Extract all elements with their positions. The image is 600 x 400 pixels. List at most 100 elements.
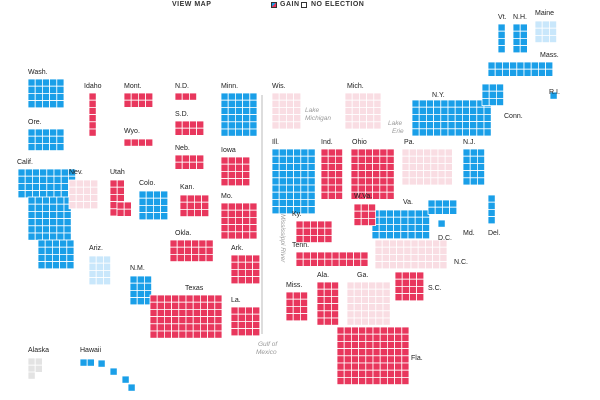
co-cell — [145, 212, 154, 221]
fl-cell — [401, 369, 410, 378]
state-label-ny: N.Y. — [432, 92, 445, 99]
state-label-va: Va. — [403, 199, 413, 206]
il-cell — [300, 177, 309, 186]
sc-cell — [416, 278, 425, 287]
no-election-legend-swatch[interactable] — [301, 2, 307, 8]
or-cell — [56, 128, 65, 137]
mo-cell — [220, 231, 229, 240]
mi-cell — [373, 121, 382, 130]
or-cell — [27, 128, 36, 137]
oh-cell — [386, 155, 395, 164]
ky-cell — [309, 227, 318, 236]
ct-cell — [481, 90, 490, 99]
fl-cell — [386, 362, 395, 371]
ia-cell — [242, 163, 251, 172]
ny-cell — [425, 106, 434, 115]
hi-cell — [86, 358, 95, 367]
nm-cell — [129, 275, 138, 284]
il-cell — [271, 198, 280, 207]
al-cell — [330, 295, 339, 304]
ma-cell — [530, 61, 539, 70]
va-cell — [378, 216, 387, 225]
ia-cell — [242, 178, 251, 187]
va-cell — [385, 209, 394, 218]
tx-cell — [156, 294, 165, 303]
wi-cell — [271, 92, 280, 101]
nv-cell — [75, 193, 84, 202]
ga-cell — [368, 303, 377, 312]
ct-cell — [488, 83, 497, 92]
il-cell — [278, 170, 287, 179]
la-cell — [244, 306, 253, 315]
ca-cell — [52, 246, 61, 255]
mn-cell — [227, 107, 236, 116]
in-cell — [334, 191, 343, 200]
sd-cell — [174, 127, 183, 136]
tx-cell — [149, 294, 158, 303]
ma-cell — [501, 61, 510, 70]
state-label-wa: Wash. — [28, 69, 48, 76]
tn-cell — [324, 258, 333, 267]
va-cell — [414, 209, 423, 218]
ct-cell — [481, 83, 490, 92]
ne-cell — [196, 161, 205, 170]
mo-cell — [242, 231, 251, 240]
il-cell — [307, 162, 316, 171]
fl-cell — [350, 333, 359, 342]
co-cell — [138, 212, 147, 221]
va-cell — [407, 231, 416, 240]
state-label-nd: N.D. — [175, 83, 189, 90]
wa-cell — [27, 93, 36, 102]
sc-cell — [408, 271, 417, 280]
pa-cell — [444, 155, 453, 164]
fl-cell — [379, 348, 388, 357]
mo-cell — [249, 209, 258, 218]
gain-legend-swatch[interactable] — [271, 2, 277, 8]
ne-cell — [188, 154, 197, 163]
state-label-nj: N.J. — [463, 139, 476, 146]
va-cell — [414, 223, 423, 232]
lake-michigan-label: Lake — [305, 107, 319, 114]
ar-cell — [230, 276, 239, 285]
ar-cell — [230, 261, 239, 270]
ca-cell — [44, 246, 53, 255]
ar-cell — [244, 268, 253, 277]
fl-cell — [394, 369, 403, 378]
nc-cell — [381, 239, 390, 248]
ok-cell — [183, 253, 192, 262]
vt-cell — [497, 23, 506, 32]
mi-cell — [366, 107, 375, 116]
wi-cell — [293, 99, 302, 108]
tx-cell — [199, 301, 208, 310]
oh-cell — [379, 191, 388, 200]
sd-cell — [188, 120, 197, 129]
pa-cell — [430, 170, 439, 179]
ms-cell — [292, 305, 301, 314]
mi-cell — [358, 107, 367, 116]
az-cell — [103, 262, 112, 271]
ny-cell — [411, 106, 420, 115]
ut-cell — [109, 208, 118, 217]
ga-cell — [346, 303, 355, 312]
ks-cell — [179, 194, 188, 203]
tx-cell — [207, 330, 216, 339]
ms-cell — [292, 291, 301, 300]
tx-cell — [192, 301, 201, 310]
tx-cell — [214, 316, 223, 325]
lake-michigan-label: Michigan — [305, 115, 331, 122]
nd-cell — [174, 92, 183, 101]
sc-cell — [401, 285, 410, 294]
vt-cell — [497, 45, 506, 54]
state-label-or: Ore. — [28, 119, 42, 126]
ca-cell — [52, 261, 61, 270]
nc-cell — [396, 253, 405, 262]
ca-cell — [56, 225, 65, 234]
ca-cell — [46, 168, 55, 177]
la-cell — [252, 320, 261, 329]
state-label-ms: Miss. — [286, 282, 302, 289]
mn-cell — [234, 114, 243, 123]
tx-cell — [207, 316, 216, 325]
tx-cell — [178, 294, 187, 303]
ca-cell — [32, 182, 41, 191]
wv-cell — [353, 210, 362, 219]
